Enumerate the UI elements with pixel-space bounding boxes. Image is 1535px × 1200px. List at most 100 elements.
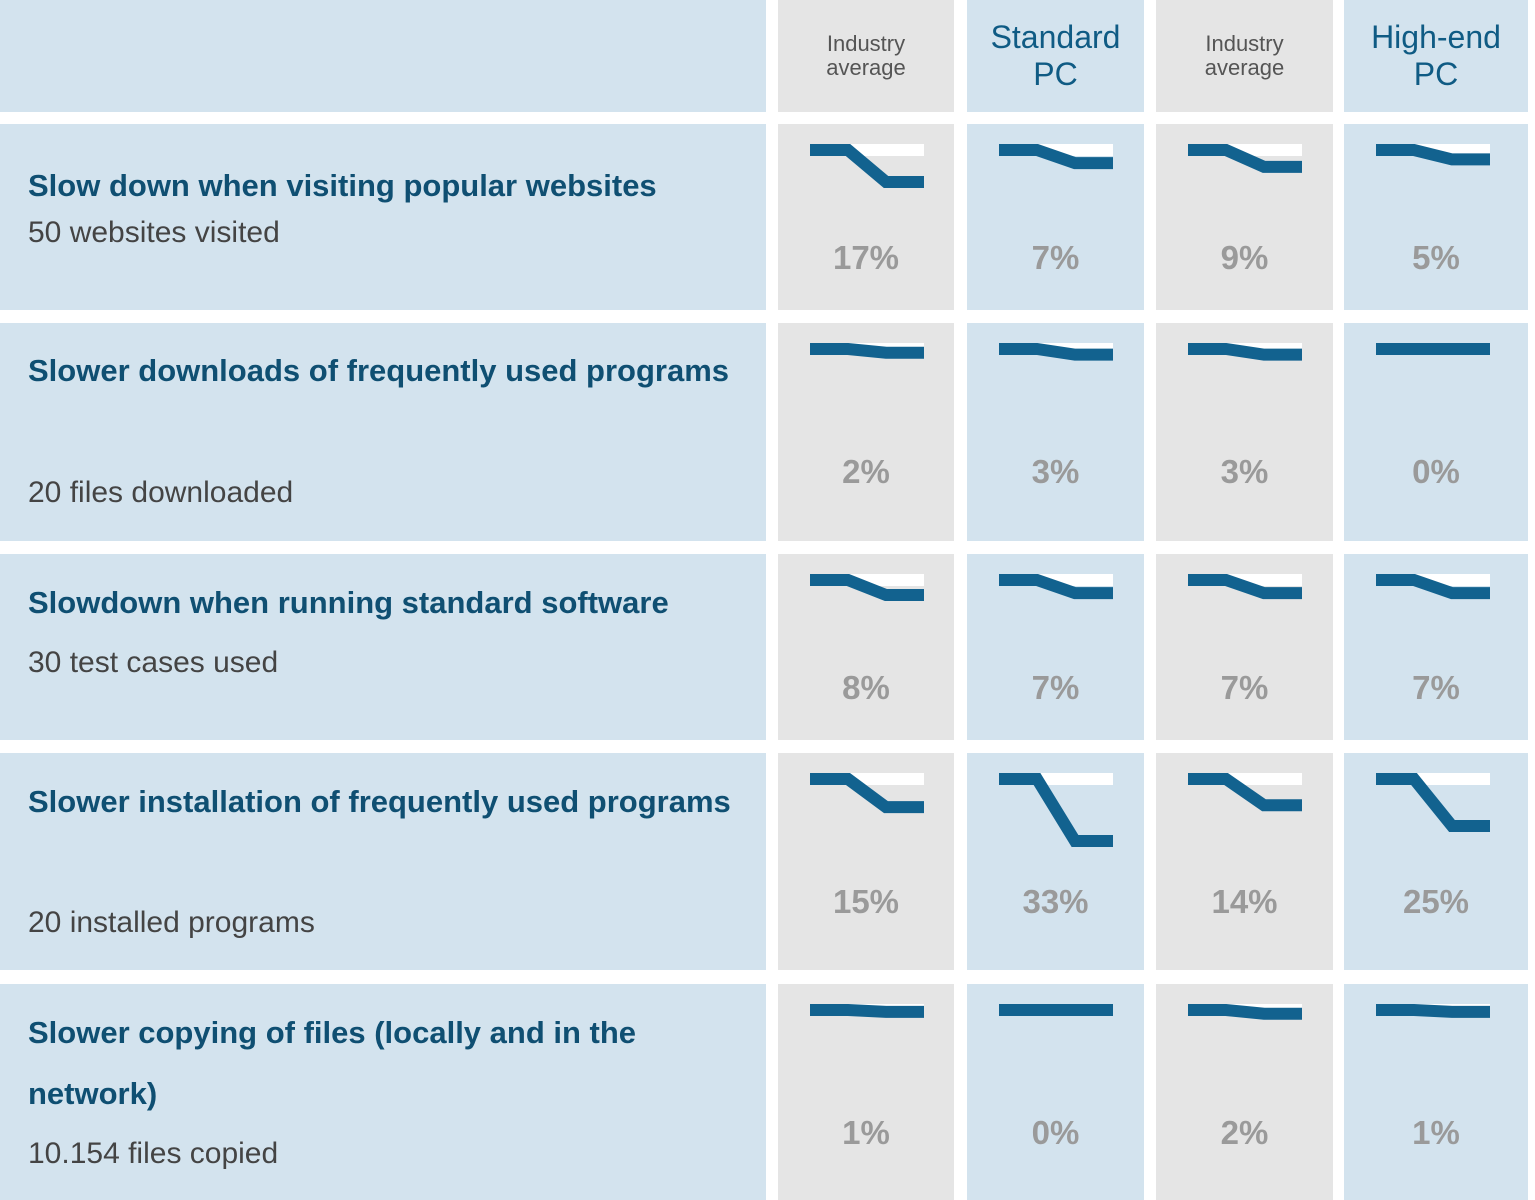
sparkline-drop-line	[999, 574, 1113, 600]
percent-label: 5%	[1412, 239, 1460, 276]
percent-label: 25%	[1402, 883, 1470, 920]
percent-label: 7%	[1031, 669, 1080, 706]
percent-label: 7%	[1412, 669, 1460, 706]
percent-label: 0%	[1412, 453, 1460, 490]
percent-label: 15%	[832, 883, 900, 920]
percent-label: 0%	[1031, 1114, 1080, 1151]
sparkline-drop-line	[810, 144, 924, 188]
value-cell: 7%	[967, 554, 1144, 740]
column-header-label: Standard PC	[990, 19, 1121, 92]
value-cell: 1%	[778, 984, 954, 1200]
sparkline-drop-line	[999, 773, 1113, 847]
value-cell: 8%	[778, 554, 954, 740]
trend-sparkline	[810, 343, 924, 359]
trend-sparkline	[999, 343, 1113, 361]
sparkline-drop-line	[810, 343, 924, 359]
column-header-4: High-end PC	[1344, 0, 1528, 112]
row-label-cell: Slower downloads of frequently used prog…	[0, 323, 766, 541]
trend-sparkline	[999, 1004, 1113, 1016]
value-cell: 3%	[1156, 323, 1333, 541]
sparkline-drop-line	[1188, 144, 1302, 173]
row-subtitle: 50 websites visited	[28, 216, 280, 249]
header-blank-cell	[0, 0, 766, 112]
percent-label: 2%	[1220, 1114, 1269, 1151]
trend-sparkline	[1188, 773, 1302, 812]
row-title: Slower downloads of frequently used prog…	[28, 353, 730, 388]
percent-label: 1%	[1412, 1114, 1460, 1151]
row-title: Slower installation of frequently used p…	[28, 784, 731, 819]
sparkline-drop-line	[1376, 773, 1490, 832]
percent-label: 7%	[1031, 239, 1080, 276]
percent-label: 3%	[1220, 453, 1269, 490]
value-cell: 5%	[1344, 124, 1528, 310]
value-cell: 7%	[1156, 554, 1333, 740]
trend-sparkline	[999, 773, 1113, 847]
percent-label: 9%	[1220, 239, 1269, 276]
value-cell: 25%	[1344, 753, 1528, 970]
trend-sparkline	[1376, 144, 1490, 166]
trend-sparkline	[999, 144, 1113, 170]
value-cell: 7%	[1344, 554, 1528, 740]
sparkline-drop-line	[999, 144, 1113, 170]
value-cell: 0%	[967, 984, 1144, 1200]
column-header-label: Industry average	[826, 31, 906, 80]
sparkline-drop-line	[810, 574, 924, 602]
value-cell: 1%	[1344, 984, 1528, 1200]
value-cell: 14%	[1156, 753, 1333, 970]
row-subtitle: 20 files downloaded	[28, 476, 294, 509]
value-cell: 7%	[967, 124, 1144, 310]
column-header-2: Standard PC	[967, 0, 1144, 112]
sparkline-drop-line	[1188, 574, 1302, 600]
sparkline-drop-line	[1188, 343, 1302, 361]
percent-label: 14%	[1211, 883, 1278, 920]
trend-sparkline	[1376, 773, 1490, 832]
row-label-cell: Slowdown when running standard software 3…	[0, 554, 766, 740]
row-subtitle: 10.154 files copied	[28, 1137, 279, 1170]
percent-label: 33%	[1022, 883, 1089, 920]
column-header-1: Industry average	[778, 0, 954, 112]
value-cell: 2%	[778, 323, 954, 541]
trend-sparkline	[1188, 574, 1302, 600]
value-cell: 2%	[1156, 984, 1333, 1200]
sparkline-drop-line	[1376, 1004, 1490, 1018]
sparkline-drop-line	[1188, 1004, 1302, 1020]
sparkline-drop-line	[810, 1004, 924, 1018]
row-label-cell: Slower installation of frequently used p…	[0, 753, 766, 970]
value-cell: 17%	[778, 124, 954, 310]
sparkline-drop-line	[1376, 574, 1490, 600]
sparkline-drop-line	[1188, 773, 1302, 812]
column-header-label: Industry average	[1204, 31, 1285, 80]
row-title: Slow down when visiting popular websites	[28, 168, 657, 203]
row-label-cell: Slow down when visiting popular websites…	[0, 124, 766, 310]
row-subtitle: 20 installed programs	[28, 906, 315, 939]
row-label-cell: Slower copying of files (locally and in …	[0, 984, 766, 1200]
row-subtitle: 30 test cases used	[28, 646, 279, 679]
value-cell: 0%	[1344, 323, 1528, 541]
trend-sparkline	[1376, 343, 1490, 355]
percent-label: 3%	[1031, 453, 1080, 490]
value-cell: 9%	[1156, 124, 1333, 310]
value-cell: 3%	[967, 323, 1144, 541]
trend-sparkline	[1188, 343, 1302, 361]
percent-label: 7%	[1220, 669, 1269, 706]
value-cell: 15%	[778, 753, 954, 970]
sparkline-drop-line	[1376, 144, 1490, 166]
percent-label: 8%	[842, 669, 890, 706]
percent-label: 17%	[832, 239, 900, 276]
trend-sparkline	[1188, 1004, 1302, 1020]
sparkline-drop-line	[999, 343, 1113, 361]
percent-label: 1%	[842, 1114, 890, 1151]
sparkline-drop-line	[810, 773, 924, 814]
value-cell: 33%	[967, 753, 1144, 970]
column-header-3: Industry average	[1156, 0, 1333, 112]
percent-label: 2%	[842, 453, 890, 490]
trend-sparkline	[1376, 1004, 1490, 1018]
row-title: Slowdown when running standard software	[28, 585, 669, 620]
trend-sparkline	[810, 1004, 924, 1018]
column-header-label: High-end PC	[1371, 19, 1501, 92]
trend-sparkline	[999, 574, 1113, 600]
trend-sparkline	[810, 574, 924, 602]
row-title: Slower copying of files (locally and in …	[28, 1015, 637, 1111]
trend-sparkline	[810, 144, 924, 188]
